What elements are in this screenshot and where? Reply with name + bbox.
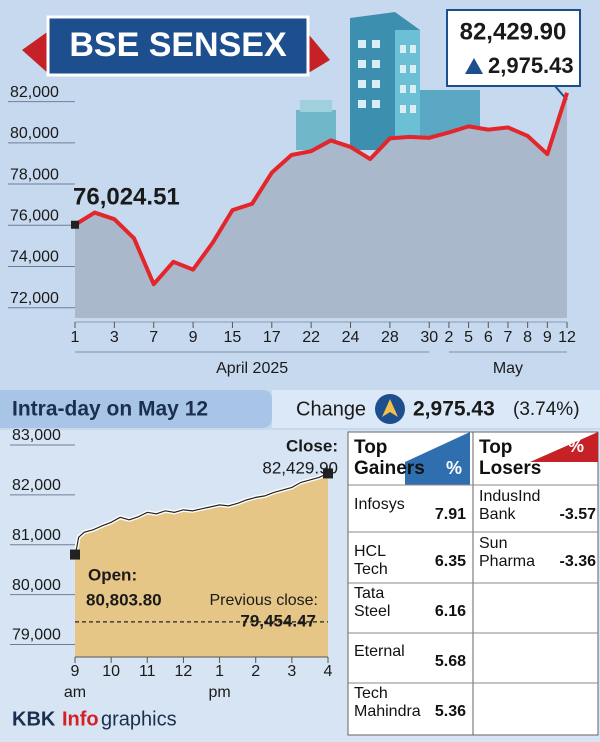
close-point	[323, 468, 333, 479]
change-label: 2,975.43	[488, 53, 574, 78]
table-value: 6.35	[434, 553, 466, 570]
value-label: 76,024.51	[73, 183, 180, 210]
losers-badge-bg	[530, 432, 598, 462]
footer-rest: graphics	[101, 708, 177, 730]
band-left	[0, 390, 272, 428]
x-period-label: am	[64, 684, 86, 701]
table-value: 7.91	[434, 506, 466, 523]
table-value: 5.36	[434, 703, 466, 720]
change-title: Change	[296, 398, 366, 420]
y-tick-label: 74,000	[10, 249, 59, 266]
x-tick-label: 6	[484, 329, 493, 346]
y-tick-label: 76,000	[10, 207, 59, 224]
x-tick-label: 3	[110, 329, 119, 346]
table-name: IndusInd Bank	[479, 488, 541, 523]
table-name: Sun Pharma	[479, 535, 536, 570]
reference-value: 79,454.47	[240, 611, 316, 630]
table-value: -3.36	[559, 553, 596, 570]
gainers-badge-bg	[405, 432, 470, 485]
x-tick-label: 28	[381, 329, 399, 346]
y-tick-label: 82,000	[12, 477, 61, 494]
x-tick-label: 3	[287, 663, 296, 680]
close-label: Close:	[286, 436, 338, 455]
last-close-label: 82,429.90	[460, 18, 567, 45]
table-badge: %	[446, 458, 463, 478]
open-point	[70, 549, 80, 560]
x-tick-label: 1	[71, 329, 80, 346]
change-value: 2,975.43	[413, 398, 495, 421]
table-title: Gainers	[354, 458, 425, 479]
area	[75, 92, 567, 318]
y-tick-label: 81,000	[12, 527, 61, 544]
table-title: Top	[479, 437, 513, 458]
reference-label: Previous close:	[210, 592, 319, 609]
x-tick-label: 15	[224, 329, 242, 346]
close-value: 82,429.90	[262, 458, 338, 477]
intraday-title: Intra-day on May 12	[12, 398, 208, 421]
band-right	[272, 390, 600, 428]
open-value: 80,803.80	[86, 590, 162, 609]
area	[75, 473, 328, 657]
table-title: Top	[354, 437, 388, 458]
up-arrow	[465, 58, 483, 74]
table-name: Eternal	[354, 643, 405, 660]
y-tick-label: 80,000	[12, 577, 61, 594]
open-label: Open:	[88, 565, 137, 584]
title: BSE SENSEX	[69, 26, 287, 64]
x-tick-label: 2	[251, 663, 260, 680]
x-tick-label: 7	[504, 329, 513, 346]
y-tick-label: 80,000	[10, 125, 59, 142]
x-tick-label: 8	[523, 329, 532, 346]
line	[73, 92, 569, 287]
title-accent	[305, 30, 330, 75]
x-period-label: pm	[208, 684, 230, 701]
table-value: 5.68	[434, 653, 466, 670]
table-value: -3.57	[559, 506, 596, 523]
group-label: May	[493, 360, 523, 377]
title-box	[46, 15, 310, 77]
x-tick-label: 30	[420, 329, 438, 346]
x-tick-label: 17	[263, 329, 281, 346]
x-tick-label: 2	[444, 329, 453, 346]
table-title: Losers	[479, 458, 542, 479]
title-accent	[22, 30, 50, 75]
x-tick-label: 1	[215, 663, 224, 680]
table-value: 6.16	[434, 603, 466, 620]
change-percent: (3.74%)	[513, 399, 580, 420]
x-tick-label: 22	[302, 329, 320, 346]
x-tick-label: 5	[464, 329, 473, 346]
y-tick-label: 72,000	[10, 290, 59, 307]
y-tick-label: 78,000	[10, 166, 59, 183]
table-name: Tata Steel	[354, 585, 391, 620]
y-tick-label: 83,000	[12, 427, 61, 444]
x-tick-label: 12	[175, 663, 193, 680]
x-tick-label: 10	[102, 663, 120, 680]
table-name: Tech Mahindra	[354, 685, 421, 720]
x-tick-label: 9	[189, 329, 198, 346]
x-tick-label: 4	[324, 663, 333, 680]
point	[71, 220, 79, 229]
footer-brand: KBK	[12, 708, 56, 730]
x-tick-label: 9	[543, 329, 552, 346]
table-name: Infosys	[354, 496, 405, 513]
group-label: April 2025	[216, 360, 288, 377]
table-name: HCL Tech	[354, 543, 388, 578]
line	[74, 472, 329, 555]
footer-highlight: Info	[62, 708, 99, 730]
x-tick-label: 24	[342, 329, 360, 346]
x-tick-label: 12	[558, 329, 576, 346]
y-tick-label: 79,000	[12, 627, 61, 644]
table-badge: %	[568, 436, 585, 456]
x-tick-label: 9	[71, 663, 80, 680]
x-tick-label: 11	[139, 663, 156, 680]
y-tick-label: 82,000	[10, 84, 59, 101]
change-icon-arrow	[382, 399, 398, 417]
x-tick-label: 7	[149, 329, 158, 346]
